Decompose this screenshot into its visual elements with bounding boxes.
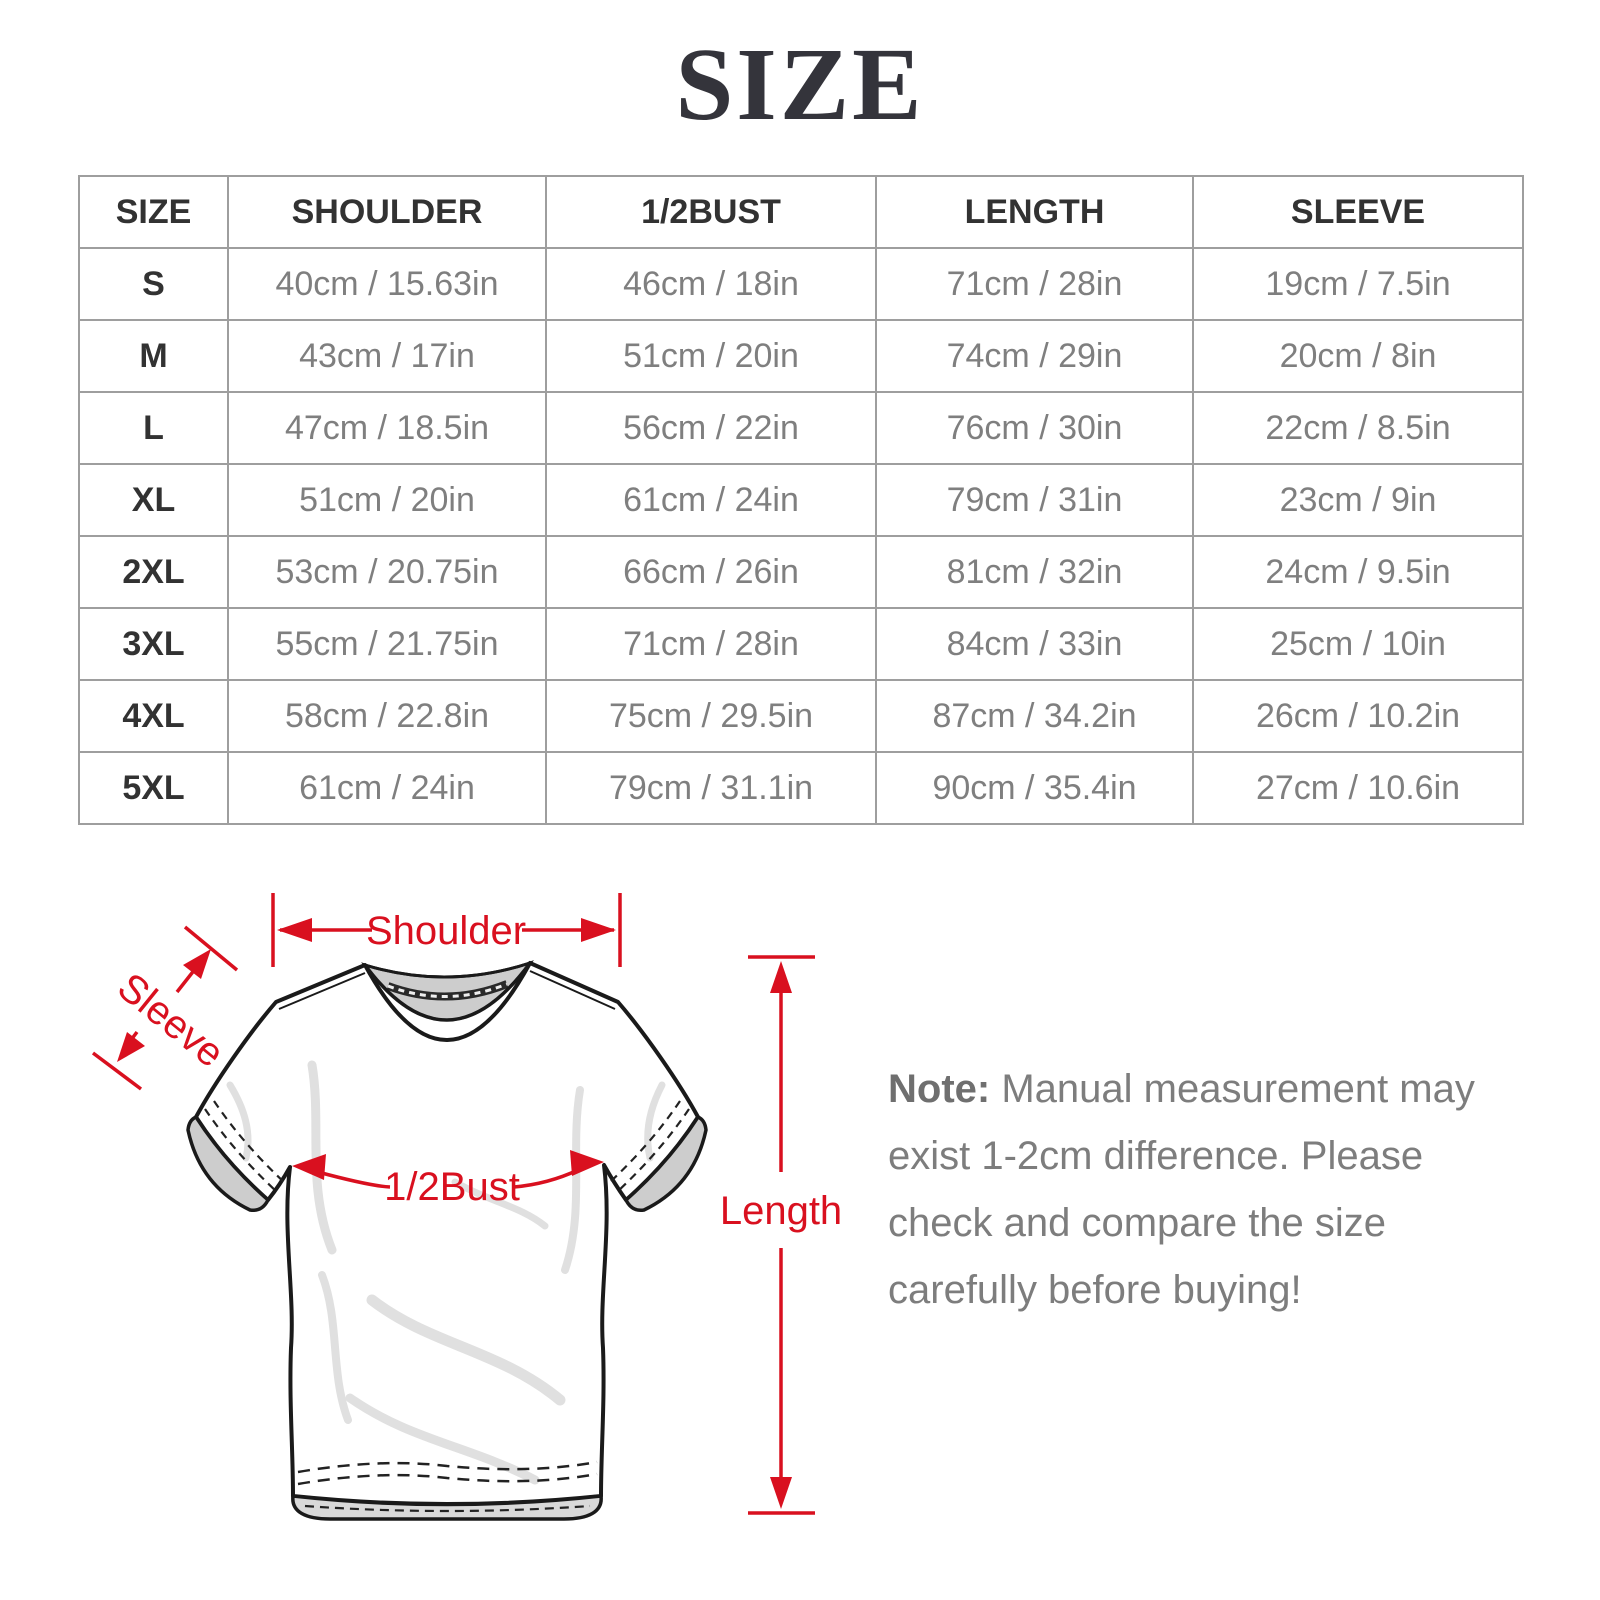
bust-label: 1/2Bust: [384, 1165, 520, 1209]
annotations: Shoulder Sleeve 1/2Bust: [91, 893, 842, 1515]
header-sleeve: SLEEVE: [1192, 175, 1524, 249]
table-row: 3XL 55cm / 21.75in 71cm / 28in 84cm / 33…: [78, 607, 1524, 681]
sleeve-cell: 25cm / 10in: [1192, 607, 1524, 681]
length-cell: 84cm / 33in: [875, 607, 1194, 681]
header-size: SIZE: [78, 175, 229, 249]
shoulder-cell: 47cm / 18.5in: [227, 391, 547, 465]
size-cell: L: [78, 391, 229, 465]
page-title: SIZE: [675, 27, 925, 142]
shoulder-cell: 55cm / 21.75in: [227, 607, 547, 681]
table-row: S 40cm / 15.63in 46cm / 18in 71cm / 28in…: [78, 247, 1524, 321]
hem-underside: [291, 1494, 603, 1521]
length-label: Length: [720, 1189, 842, 1233]
sleeve-label: Sleeve: [109, 965, 232, 1076]
bust-arrow: 1/2Bust: [292, 1150, 604, 1209]
length-cell: 90cm / 35.4in: [875, 751, 1194, 825]
wrinkle-shading: [226, 1060, 666, 1485]
header-bust: 1/2BUST: [545, 175, 877, 249]
note-body: Manual measurement may exist 1-2cm diffe…: [888, 1067, 1475, 1312]
header-shoulder: SHOULDER: [227, 175, 547, 249]
length-cell: 76cm / 30in: [875, 391, 1194, 465]
shoulder-arrow: Shoulder: [271, 893, 622, 967]
tshirt-drawing: [186, 960, 708, 1521]
size-table: SIZE SHOULDER 1/2BUST LENGTH SLEEVE S 40…: [78, 175, 1524, 825]
note-label: Note:: [888, 1067, 991, 1111]
bottom-hem: [291, 1460, 603, 1521]
shoulder-seam-right: [529, 970, 616, 1010]
bust-cell: 51cm / 20in: [545, 319, 877, 393]
sleeve-cell: 20cm / 8in: [1192, 319, 1524, 393]
right-cuff-inside: [624, 1115, 708, 1213]
shoulder-cell: 53cm / 20.75in: [227, 535, 547, 609]
table-row: XL 51cm / 20in 61cm / 24in 79cm / 31in 2…: [78, 463, 1524, 537]
length-cell: 74cm / 29in: [875, 319, 1194, 393]
table-row: 4XL 58cm / 22.8in 75cm / 29.5in 87cm / 3…: [78, 679, 1524, 753]
bust-cell: 75cm / 29.5in: [545, 679, 877, 753]
shoulder-seam-left: [278, 972, 366, 1010]
tshirt-body: [194, 961, 700, 1506]
length-cell: 79cm / 31in: [875, 463, 1194, 537]
note-text: Note: Manual measurement may exist 1-2cm…: [888, 1056, 1488, 1324]
bust-cell: 79cm / 31.1in: [545, 751, 877, 825]
size-cell: XL: [78, 463, 229, 537]
size-cell: 4XL: [78, 679, 229, 753]
cuffs: [186, 1100, 708, 1213]
left-cuff-inside: [186, 1115, 270, 1213]
collar-inner-edge: [363, 961, 532, 1022]
table-header-row: SIZE SHOULDER 1/2BUST LENGTH SLEEVE: [78, 175, 1524, 249]
sleeve-cell: 23cm / 9in: [1192, 463, 1524, 537]
shoulder-label: Shoulder: [366, 909, 526, 953]
bust-cell: 61cm / 24in: [545, 463, 877, 537]
table-row: 2XL 53cm / 20.75in 66cm / 26in 81cm / 32…: [78, 535, 1524, 609]
length-cell: 71cm / 28in: [875, 247, 1194, 321]
shoulder-cell: 40cm / 15.63in: [227, 247, 547, 321]
bust-cell: 46cm / 18in: [545, 247, 877, 321]
bust-cell: 71cm / 28in: [545, 607, 877, 681]
collar: [278, 960, 616, 1022]
sleeve-cell: 19cm / 7.5in: [1192, 247, 1524, 321]
measurement-diagram: Shoulder Sleeve 1/2Bust: [91, 893, 842, 1521]
shoulder-cell: 51cm / 20in: [227, 463, 547, 537]
sleeve-cell: 22cm / 8.5in: [1192, 391, 1524, 465]
size-cell: 3XL: [78, 607, 229, 681]
sleeve-cell: 27cm / 10.6in: [1192, 751, 1524, 825]
shoulder-cell: 58cm / 22.8in: [227, 679, 547, 753]
bust-cell: 56cm / 22in: [545, 391, 877, 465]
table-row: L 47cm / 18.5in 56cm / 22in 76cm / 30in …: [78, 391, 1524, 465]
sleeve-arrow: Sleeve: [91, 925, 239, 1091]
size-cell: M: [78, 319, 229, 393]
bust-cell: 66cm / 26in: [545, 535, 877, 609]
shoulder-cell: 61cm / 24in: [227, 751, 547, 825]
table-row: M 43cm / 17in 51cm / 20in 74cm / 29in 20…: [78, 319, 1524, 393]
size-cell: 2XL: [78, 535, 229, 609]
sleeve-cell: 26cm / 10.2in: [1192, 679, 1524, 753]
size-cell: S: [78, 247, 229, 321]
header-length: LENGTH: [875, 175, 1194, 249]
length-cell: 81cm / 32in: [875, 535, 1194, 609]
table-row: 5XL 61cm / 24in 79cm / 31.1in 90cm / 35.…: [78, 751, 1524, 825]
sleeve-cell: 24cm / 9.5in: [1192, 535, 1524, 609]
shoulder-cell: 43cm / 17in: [227, 319, 547, 393]
length-cell: 87cm / 34.2in: [875, 679, 1194, 753]
size-cell: 5XL: [78, 751, 229, 825]
length-arrow: Length: [720, 955, 842, 1515]
